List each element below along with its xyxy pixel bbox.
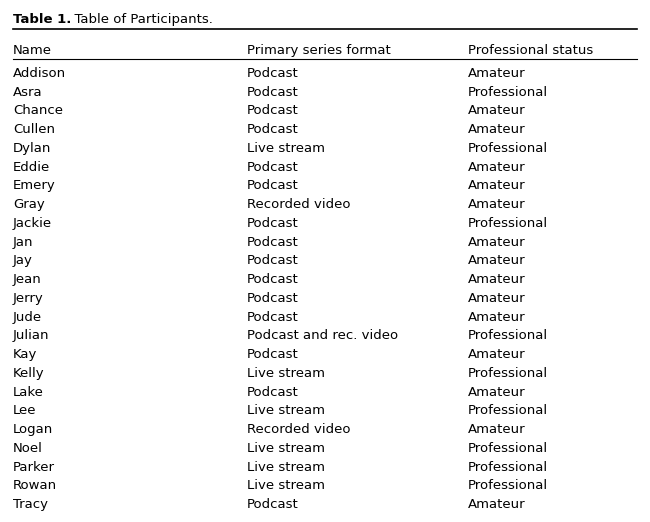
Text: Podcast and rec. video: Podcast and rec. video (247, 329, 398, 342)
Text: Amateur: Amateur (468, 198, 526, 211)
Text: Live stream: Live stream (247, 367, 325, 380)
Text: Amateur: Amateur (468, 254, 526, 267)
Text: Recorded video: Recorded video (247, 198, 350, 211)
Text: Emery: Emery (13, 180, 56, 192)
Text: Amateur: Amateur (468, 180, 526, 192)
Text: Live stream: Live stream (247, 460, 325, 473)
Text: Logan: Logan (13, 423, 53, 436)
Text: Noel: Noel (13, 442, 43, 455)
Text: Amateur: Amateur (468, 123, 526, 136)
Text: Amateur: Amateur (468, 273, 526, 286)
Text: Podcast: Podcast (247, 104, 299, 117)
Text: Jay: Jay (13, 254, 33, 267)
Text: Amateur: Amateur (468, 67, 526, 80)
Text: Professional: Professional (468, 367, 548, 380)
Text: Rowan: Rowan (13, 479, 57, 492)
Text: Addison: Addison (13, 67, 66, 80)
Text: Table of Participants.: Table of Participants. (66, 13, 213, 26)
Text: Professional: Professional (468, 329, 548, 342)
Text: Podcast: Podcast (247, 348, 299, 361)
Text: Parker: Parker (13, 460, 55, 473)
Text: Amateur: Amateur (468, 104, 526, 117)
Text: Podcast: Podcast (247, 180, 299, 192)
Text: Gray: Gray (13, 198, 45, 211)
Text: Julian: Julian (13, 329, 49, 342)
Text: Chance: Chance (13, 104, 63, 117)
Text: Podcast: Podcast (247, 161, 299, 173)
Text: Amateur: Amateur (468, 235, 526, 248)
Text: Kelly: Kelly (13, 367, 45, 380)
Text: Podcast: Podcast (247, 217, 299, 230)
Text: Podcast: Podcast (247, 292, 299, 305)
Text: Amateur: Amateur (468, 348, 526, 361)
Text: Cullen: Cullen (13, 123, 55, 136)
Text: Eddie: Eddie (13, 161, 50, 173)
Text: Jan: Jan (13, 235, 34, 248)
Text: Amateur: Amateur (468, 423, 526, 436)
Text: Podcast: Podcast (247, 498, 299, 511)
Text: Amateur: Amateur (468, 386, 526, 398)
Text: Jude: Jude (13, 311, 42, 324)
Text: Name: Name (13, 44, 52, 57)
Text: Amateur: Amateur (468, 292, 526, 305)
Text: Dylan: Dylan (13, 142, 51, 155)
Text: Professional: Professional (468, 86, 548, 99)
Text: Podcast: Podcast (247, 273, 299, 286)
Text: Kay: Kay (13, 348, 38, 361)
Text: Tracy: Tracy (13, 498, 48, 511)
Text: Podcast: Podcast (247, 67, 299, 80)
Text: Lake: Lake (13, 386, 44, 398)
Text: Podcast: Podcast (247, 123, 299, 136)
Text: Jackie: Jackie (13, 217, 52, 230)
Text: Professional: Professional (468, 142, 548, 155)
Text: Recorded video: Recorded video (247, 423, 350, 436)
Text: Professional: Professional (468, 460, 548, 473)
Text: Professional: Professional (468, 479, 548, 492)
Text: Lee: Lee (13, 404, 36, 417)
Text: Podcast: Podcast (247, 254, 299, 267)
Text: Professional: Professional (468, 404, 548, 417)
Text: Asra: Asra (13, 86, 43, 99)
Text: Table 1.: Table 1. (13, 13, 72, 26)
Text: Primary series format: Primary series format (247, 44, 391, 57)
Text: Live stream: Live stream (247, 404, 325, 417)
Text: Professional: Professional (468, 217, 548, 230)
Text: Professional: Professional (468, 442, 548, 455)
Text: Amateur: Amateur (468, 498, 526, 511)
Text: Live stream: Live stream (247, 442, 325, 455)
Text: Amateur: Amateur (468, 161, 526, 173)
Text: Jerry: Jerry (13, 292, 44, 305)
Text: Amateur: Amateur (468, 311, 526, 324)
Text: Podcast: Podcast (247, 311, 299, 324)
Text: Professional status: Professional status (468, 44, 593, 57)
Text: Podcast: Podcast (247, 386, 299, 398)
Text: Live stream: Live stream (247, 479, 325, 492)
Text: Podcast: Podcast (247, 235, 299, 248)
Text: Jean: Jean (13, 273, 42, 286)
Text: Podcast: Podcast (247, 86, 299, 99)
Text: Live stream: Live stream (247, 142, 325, 155)
